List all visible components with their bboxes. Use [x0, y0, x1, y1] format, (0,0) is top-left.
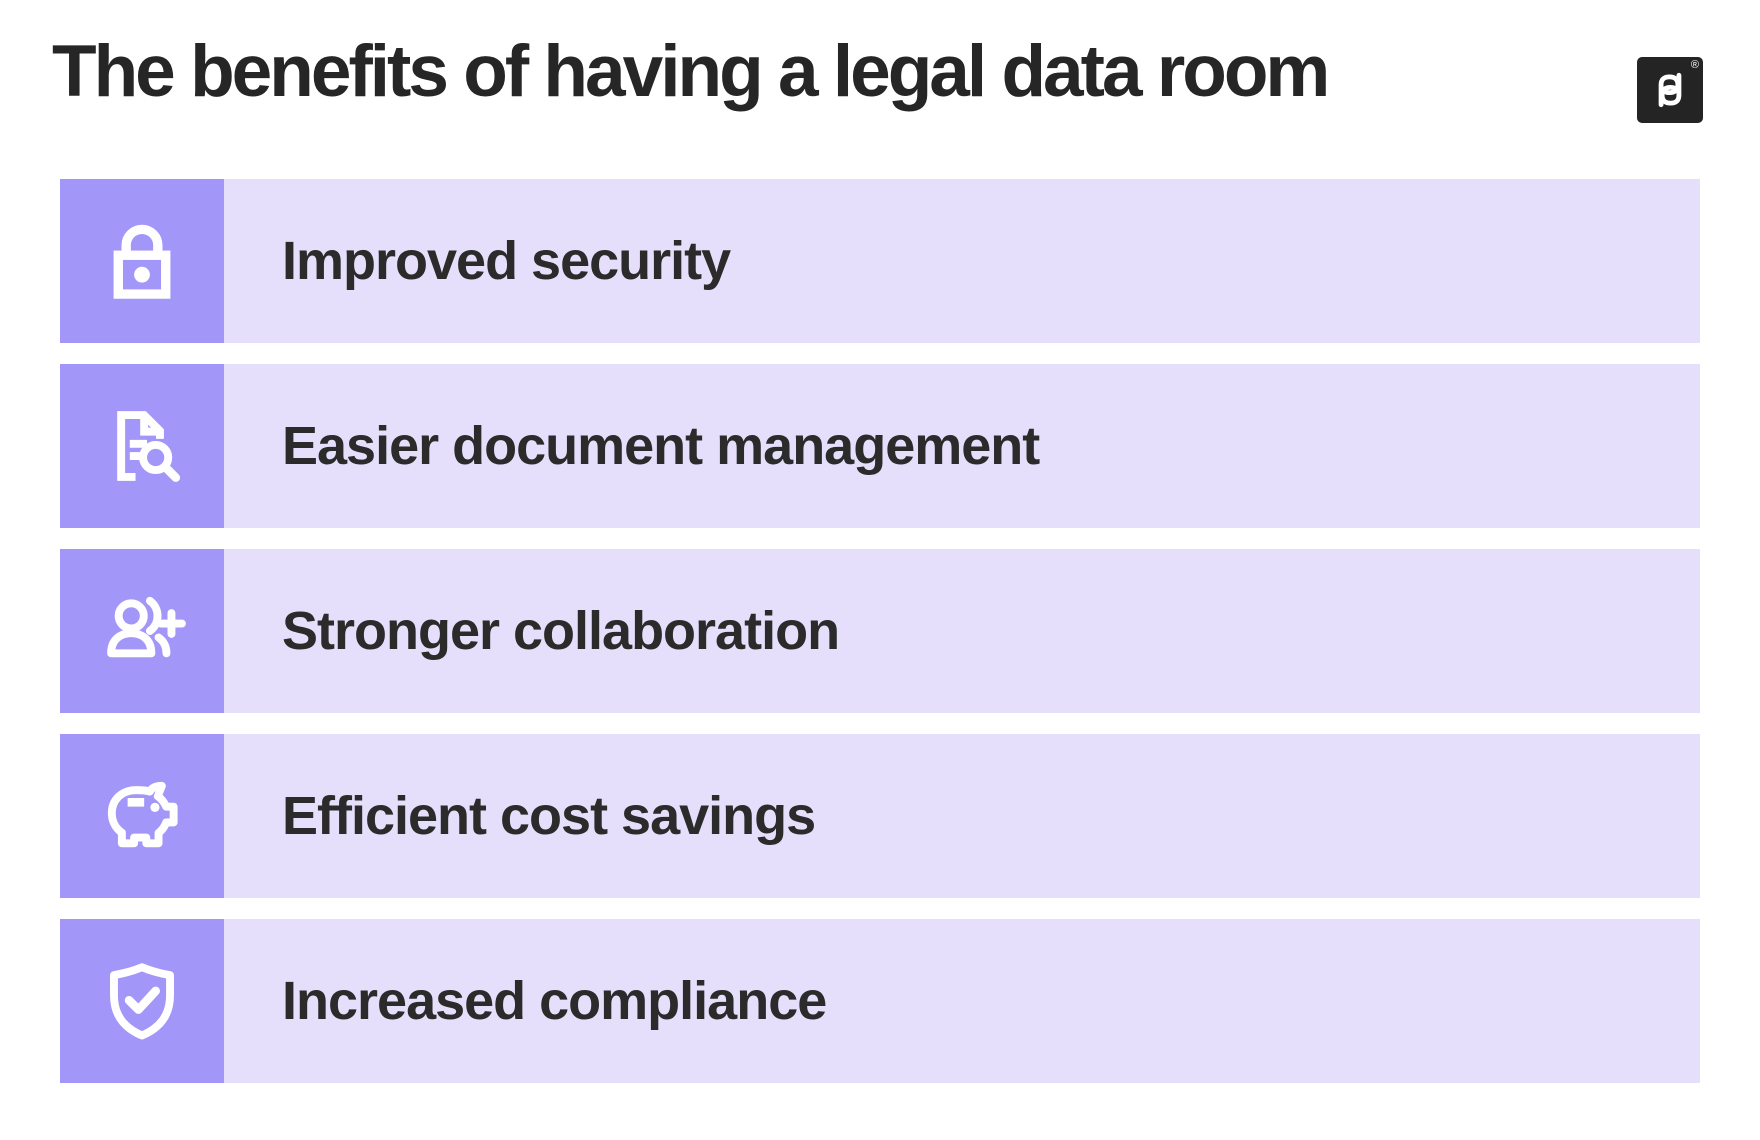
page-title: The benefits of having a legal data room	[52, 31, 1330, 112]
benefit-row-efficient-cost-savings: Efficient cost savings	[60, 734, 1700, 898]
user-plus-icon	[107, 596, 186, 658]
benefit-label-bar: Easier document management	[224, 364, 1700, 528]
benefit-row-stronger-collaboration: Stronger collaboration	[60, 549, 1700, 713]
benefit-row-easier-document-management: Easier document management	[60, 364, 1700, 528]
lock-icon	[113, 224, 171, 299]
icon-tile	[60, 549, 224, 713]
benefit-label-bar: Efficient cost savings	[224, 734, 1700, 898]
document-search-icon	[117, 411, 181, 482]
benefits-list: Improved security Easier document manage…	[60, 179, 1700, 1083]
benefit-row-increased-compliance: Increased compliance	[60, 919, 1700, 1083]
benefit-label: Stronger collaboration	[282, 601, 840, 661]
benefit-label-bar: Increased compliance	[224, 919, 1700, 1083]
benefit-label: Easier document management	[282, 416, 1040, 476]
shield-check-icon	[110, 963, 174, 1040]
icon-tile	[60, 734, 224, 898]
pandadoc-monogram-icon	[1658, 72, 1682, 108]
icon-tile	[60, 179, 224, 343]
icon-tile	[60, 364, 224, 528]
benefit-label: Improved security	[282, 231, 731, 291]
benefit-row-improved-security: Improved security	[60, 179, 1700, 343]
benefit-label-bar: Improved security	[224, 179, 1700, 343]
pandadoc-logo: ®	[1637, 57, 1703, 123]
icon-tile	[60, 919, 224, 1083]
benefit-label-bar: Stronger collaboration	[224, 549, 1700, 713]
piggy-bank-icon	[107, 781, 178, 848]
registered-trademark: ®	[1690, 59, 1699, 71]
benefit-label: Increased compliance	[282, 971, 827, 1031]
benefit-label: Efficient cost savings	[282, 786, 816, 846]
